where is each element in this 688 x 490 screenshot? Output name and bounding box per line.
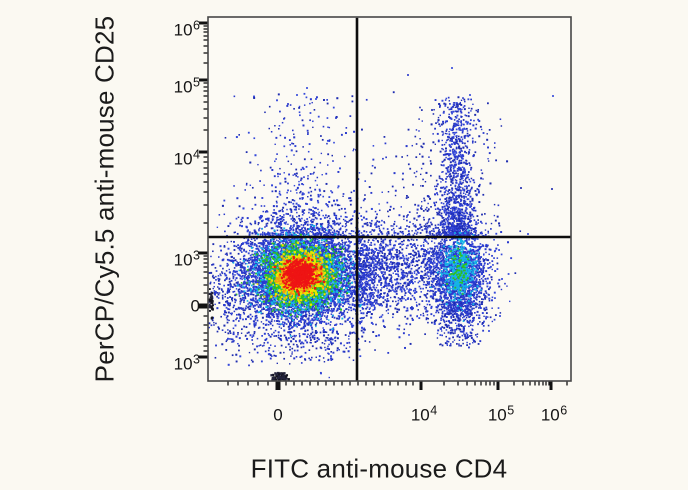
tick-base: 10 [173,250,193,270]
tick-base: 0 [190,296,200,316]
y-tick-label: 103 [173,248,200,270]
tick-exponent: 4 [193,147,200,161]
tick-base: 10 [540,405,560,425]
y-axis-label: PerCP/Cy5.5 anti-mouse CD25 [89,15,120,383]
tick-exponent: 3 [193,352,200,366]
tick-exponent: 5 [507,403,515,417]
tick-base: 10 [173,20,193,40]
x-tick-label: 0 [273,407,282,424]
tick-exponent: 6 [560,403,568,417]
x-tick-label: 106 [540,403,568,425]
tick-base: 10 [173,354,193,374]
tick-base: 10 [173,77,193,97]
tick-exponent: 4 [430,403,438,417]
tick-exponent: 6 [193,18,200,32]
y-tick-label: 104 [173,147,200,169]
x-axis-label: FITC anti-mouse CD4 [250,453,508,484]
tick-exponent: 5 [193,75,200,89]
tick-base: 10 [410,405,430,425]
x-tick-label: 105 [487,403,515,425]
y-tick-label: 103 [173,352,200,374]
tick-base: 10 [173,149,193,169]
x-tick-label: 104 [410,403,438,425]
y-tick-label: 0 [191,298,200,315]
tick-exponent: 3 [193,248,200,262]
tick-base: 10 [487,405,507,425]
y-tick-label: 106 [173,18,200,40]
tick-base: 0 [273,405,283,425]
y-tick-label: 105 [173,75,200,97]
